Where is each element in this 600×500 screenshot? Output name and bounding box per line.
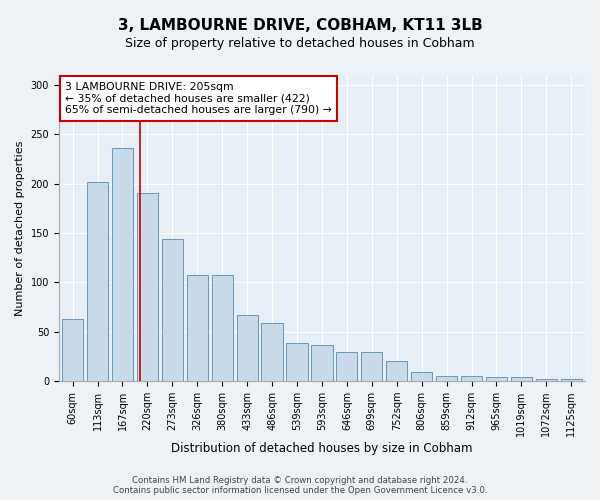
Y-axis label: Number of detached properties: Number of detached properties [15, 140, 25, 316]
Bar [137, 192, 158, 381]
Bar [536, 379, 557, 381]
Bar [361, 352, 382, 381]
Bar [212, 274, 233, 381]
Bar [162, 239, 183, 381]
Text: 3 LAMBOURNE DRIVE: 205sqm
← 35% of detached houses are smaller (422)
65% of semi: 3 LAMBOURNE DRIVE: 205sqm ← 35% of detac… [65, 82, 332, 115]
Bar [112, 148, 133, 381]
Text: Contains HM Land Registry data © Crown copyright and database right 2024.
Contai: Contains HM Land Registry data © Crown c… [113, 476, 487, 495]
Bar [87, 182, 108, 381]
Bar [336, 352, 358, 381]
Bar [286, 342, 308, 381]
Bar [436, 376, 457, 381]
Bar [461, 376, 482, 381]
Bar [411, 372, 432, 381]
Bar [236, 315, 258, 381]
Text: 3, LAMBOURNE DRIVE, COBHAM, KT11 3LB: 3, LAMBOURNE DRIVE, COBHAM, KT11 3LB [118, 18, 482, 32]
Text: Size of property relative to detached houses in Cobham: Size of property relative to detached ho… [125, 38, 475, 51]
Bar [62, 319, 83, 381]
Bar [386, 362, 407, 381]
Bar [511, 378, 532, 381]
X-axis label: Distribution of detached houses by size in Cobham: Distribution of detached houses by size … [171, 442, 473, 455]
Bar [311, 344, 332, 381]
Bar [187, 274, 208, 381]
Bar [262, 323, 283, 381]
Bar [486, 378, 507, 381]
Bar [560, 379, 582, 381]
